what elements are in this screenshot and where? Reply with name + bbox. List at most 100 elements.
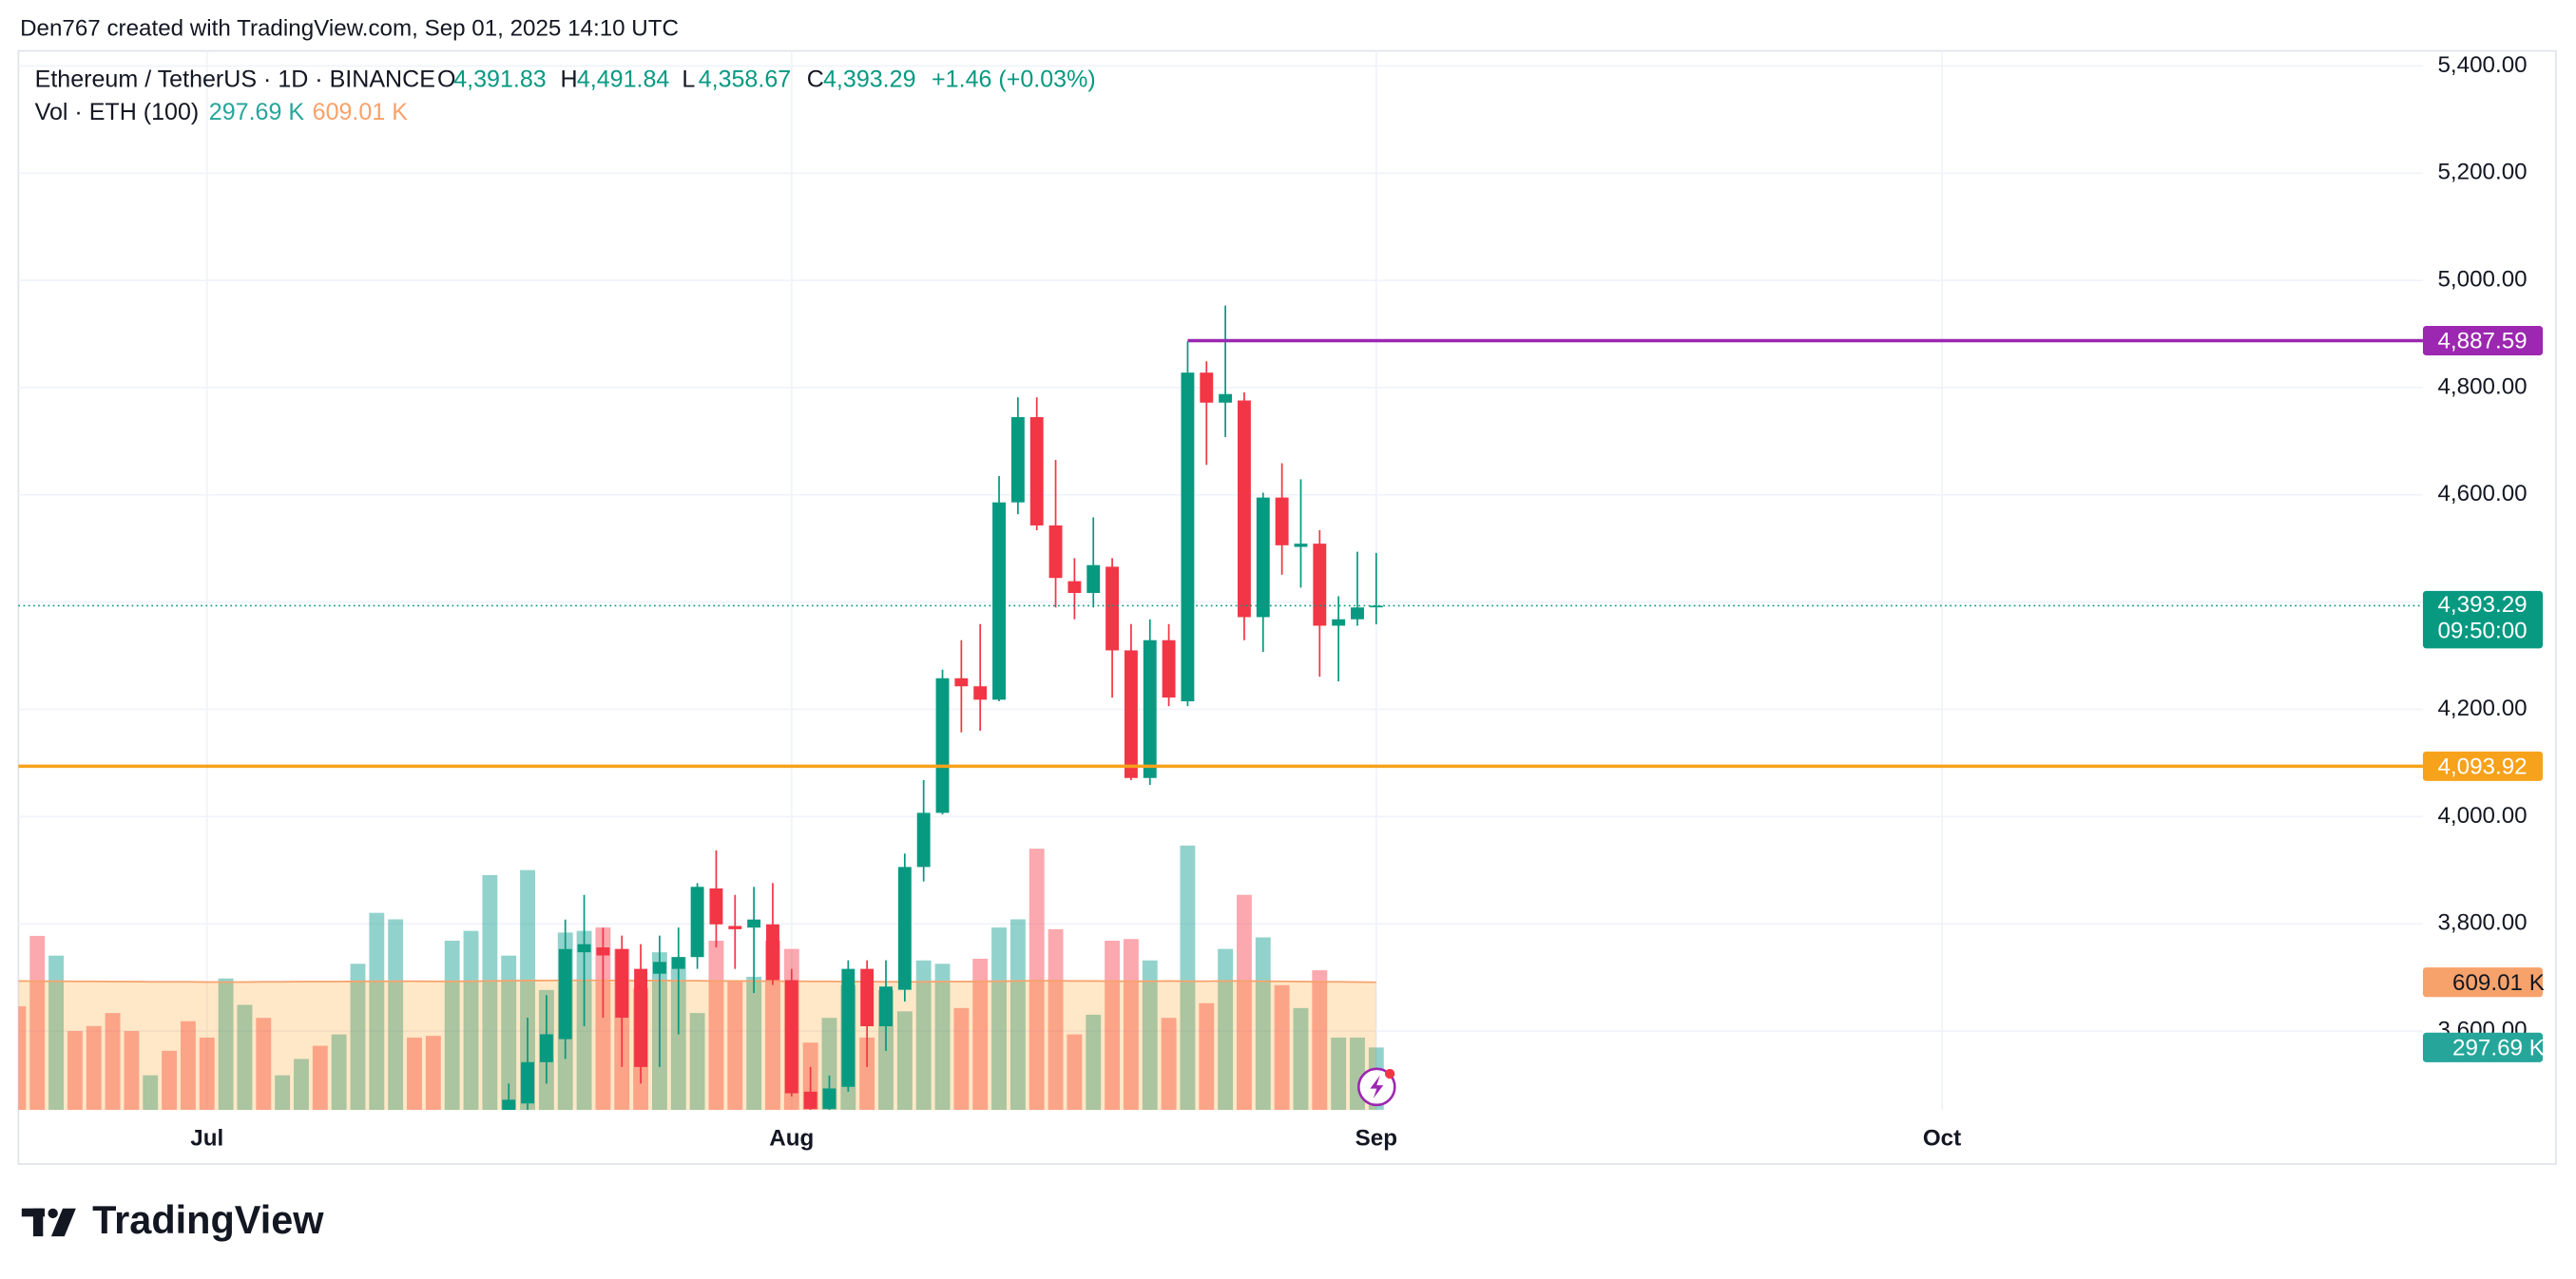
volume-bar (991, 927, 1007, 1111)
current-price-label: 4,393.29 (2437, 592, 2527, 618)
volume-bar (1237, 894, 1252, 1111)
volume-bar (1028, 849, 1045, 1111)
volume-bar (444, 941, 460, 1111)
legend-value: 4,358.67 (699, 66, 792, 92)
volume-bar (1048, 928, 1064, 1111)
volume-bar (86, 1025, 102, 1111)
credit: Den767 created with TradingView.com, Sep… (20, 15, 679, 41)
legend-volume-ma: 609.01 K (313, 99, 409, 125)
volume-bar (1218, 948, 1234, 1111)
volume-title: Vol · ETH (100) (35, 99, 200, 125)
volume-label: 297.69 K (2452, 1035, 2545, 1060)
volume-bar (407, 1037, 422, 1111)
candle-body (502, 1099, 516, 1111)
y-tick-label: 4,200.00 (2437, 696, 2527, 721)
volume-bar (915, 960, 932, 1111)
y-tick-label: 3,800.00 (2437, 910, 2527, 936)
chart-title: Ethereum / TetherUS · 1D · BINANCE (35, 66, 435, 92)
volume-ma-label: 609.01 K (2452, 970, 2545, 996)
volume-bar (953, 1007, 970, 1111)
volume-bar (520, 869, 535, 1111)
volume-bar (1086, 1014, 1102, 1111)
volume-bar (29, 935, 46, 1111)
volume-bar (1067, 1034, 1083, 1111)
volume-bar (765, 941, 780, 1111)
candle-body (709, 888, 723, 925)
candle-body (1294, 544, 1308, 547)
x-tick-label: Sep (1355, 1126, 1397, 1152)
volume-ma-label-box (2422, 967, 2544, 998)
x-tick-label: Oct (1923, 1126, 1961, 1152)
volume-ma-line (18, 979, 1376, 983)
volume-bar (896, 1011, 913, 1111)
price-lines (18, 338, 2423, 769)
countdown-label: 09:50:00 (2437, 618, 2527, 643)
candle-body (690, 887, 704, 958)
legend-key: H (561, 66, 578, 92)
candle-body (634, 968, 648, 1067)
axis-labels: 3,600.003,800.004,000.004,200.004,400.00… (190, 52, 2545, 1152)
candle-body (1181, 372, 1195, 702)
volume-bar (275, 1075, 291, 1111)
y-tick-label: 5,000.00 (2437, 266, 2527, 292)
legend-key: L (682, 66, 695, 92)
legend-value: 4,491.84 (577, 66, 670, 92)
candle-body (1313, 544, 1327, 626)
current-price-box (2422, 590, 2544, 649)
candle-body (728, 926, 742, 929)
candle-body (747, 919, 761, 928)
candle-body (1238, 400, 1251, 618)
y-tick-label: 5,400.00 (2437, 52, 2527, 78)
candle-body (916, 812, 931, 868)
legend-volume: 297.69 K (209, 99, 305, 125)
volume-bar (501, 955, 517, 1111)
candle-body (766, 924, 779, 981)
volume-bar (199, 1037, 215, 1111)
candle-body (954, 678, 969, 687)
price-label-box (2422, 751, 2544, 781)
logo-part (32, 1208, 44, 1237)
y-tick-label: 4,600.00 (2437, 481, 2527, 506)
lightning-icon (1357, 1067, 1396, 1107)
volume-bar (1331, 1037, 1347, 1111)
volume-bar (331, 1034, 347, 1111)
volume-bar (482, 874, 498, 1111)
candle-body (1105, 566, 1120, 651)
volume-bar (1161, 1018, 1177, 1111)
volume-bar (237, 1004, 253, 1111)
volume-bar (859, 1037, 875, 1111)
candle-body (1275, 497, 1289, 545)
logo-part (50, 1208, 76, 1237)
volume-bar (972, 958, 989, 1111)
volume-label-box (2422, 1032, 2544, 1062)
candle-body (521, 1061, 534, 1104)
candle-body (671, 957, 685, 969)
price-label: 4,093.92 (2437, 754, 2527, 779)
logo-icon (21, 1208, 76, 1237)
candle-body (879, 986, 893, 1027)
volume-bar (256, 1018, 272, 1111)
volume-bar (162, 1050, 178, 1111)
legend-key: O (437, 66, 455, 92)
candle-body (1369, 605, 1383, 608)
candle-body (1010, 416, 1025, 503)
y-tick-label: 4,000.00 (2437, 803, 2527, 829)
candle-body (860, 968, 875, 1027)
x-tick-label: Aug (769, 1126, 814, 1152)
y-tick-label: 4,800.00 (2437, 373, 2527, 399)
candle-body (1332, 619, 1346, 626)
volume-bar (1009, 919, 1026, 1111)
candle-body (1048, 525, 1063, 579)
volume-bar (821, 1018, 837, 1111)
volume-bar (1274, 984, 1290, 1111)
candle-body (973, 686, 988, 700)
logo-text: TradingView (92, 1197, 324, 1242)
candle-body (1067, 581, 1082, 594)
volume-bar (1142, 960, 1158, 1111)
volume-bar (934, 964, 951, 1111)
candle-body (992, 502, 1006, 700)
volume-bar (746, 976, 762, 1111)
candle-body (803, 1091, 817, 1109)
